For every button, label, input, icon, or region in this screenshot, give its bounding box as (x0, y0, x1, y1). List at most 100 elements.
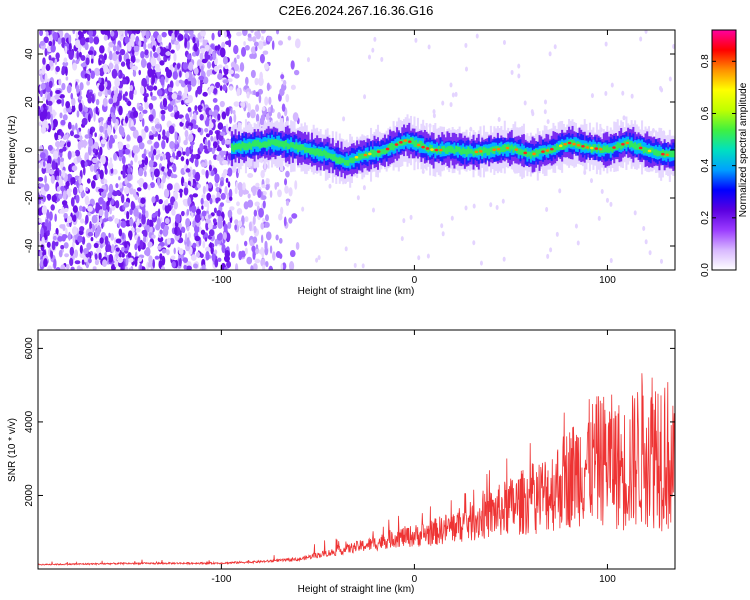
noise-speck (202, 185, 206, 195)
ridge-cell (354, 156, 357, 161)
noise-speck (107, 162, 114, 170)
noise-speck (178, 257, 182, 267)
noise-speck (242, 30, 248, 37)
noise-speck (186, 237, 190, 247)
noise-speck (106, 121, 112, 126)
ridge-cell (637, 143, 640, 150)
noise-speck (414, 37, 418, 43)
ridge-cell (403, 139, 406, 145)
noise-speck (43, 36, 49, 44)
noise-speck (427, 44, 431, 50)
noise-speck (137, 257, 143, 262)
ridge-peak (576, 143, 581, 147)
noise-speck (72, 214, 77, 223)
noise-speck (44, 73, 48, 84)
ridge-cell (536, 150, 539, 157)
noise-speck (41, 236, 45, 245)
noise-speck (147, 184, 151, 191)
noise-speck (201, 168, 206, 176)
noise-speck (146, 224, 151, 233)
noise-speck (236, 201, 240, 207)
noise-speck (115, 247, 120, 252)
ridge-cell (232, 144, 235, 153)
ridge-peak (363, 153, 368, 157)
noise-speck (143, 95, 148, 103)
noise-speck (212, 218, 217, 224)
ridge-cell (632, 143, 635, 149)
noise-speck (236, 208, 243, 215)
noise-speck (211, 32, 215, 41)
spectrogram-xlabel: Height of straight line (km) (298, 286, 415, 297)
noise-speck (120, 220, 127, 228)
noise-speck (175, 213, 181, 224)
noise-speck (198, 75, 205, 81)
noise-speck (161, 166, 166, 172)
noise-speck (74, 260, 81, 265)
noise-speck (192, 36, 196, 44)
noise-speck (222, 150, 227, 155)
noise-speck (126, 211, 130, 220)
ridge-cell (237, 142, 241, 150)
ridge-peak (354, 155, 359, 159)
noise-speck (222, 168, 228, 176)
noise-speck (190, 142, 194, 150)
noise-speck (87, 50, 94, 55)
noise-speck (113, 237, 117, 245)
noise-speck (280, 263, 284, 270)
noise-speck (90, 70, 95, 79)
noise-speck (475, 33, 479, 39)
ridge-cell (371, 149, 374, 157)
noise-speck (124, 148, 131, 155)
ridge-cell (279, 141, 282, 147)
noise-speck (146, 62, 152, 70)
noise-speck (229, 86, 233, 91)
noise-speck (132, 110, 139, 118)
noise-speck (255, 91, 260, 97)
ridge-cell (616, 142, 619, 150)
ridge-cell (554, 146, 557, 153)
noise-speck (236, 243, 239, 252)
noise-speck (229, 206, 235, 211)
noise-speck (78, 102, 83, 112)
noise-speck (254, 258, 261, 264)
noise-speck (265, 231, 272, 241)
ridge-cell (462, 147, 465, 155)
noise-speck (268, 96, 272, 105)
noise-speck (247, 199, 254, 208)
ridge-peak (665, 153, 670, 157)
noise-speck (257, 189, 262, 199)
noise-speck (205, 169, 209, 179)
noise-speck (92, 266, 97, 270)
noise-speck (194, 235, 201, 242)
noise-speck (200, 197, 204, 205)
ridge-peak (434, 148, 439, 152)
noise-speck (173, 182, 180, 193)
noise-speck (555, 231, 559, 237)
noise-speck (247, 102, 251, 113)
noise-speck (187, 196, 192, 207)
noise-speck (121, 79, 128, 85)
ridge-cell (623, 140, 626, 147)
noise-speck (295, 241, 300, 250)
y-tick-label: 40 (24, 48, 35, 60)
noise-speck (149, 50, 153, 58)
ridge-cell (566, 141, 569, 147)
noise-speck (80, 192, 86, 198)
noise-speck (228, 188, 233, 199)
ridge-peak (403, 139, 408, 142)
noise-speck (247, 193, 251, 199)
noise-speck (128, 230, 133, 239)
noise-speck (67, 108, 72, 113)
noise-speck (40, 258, 44, 268)
noise-speck (212, 141, 218, 149)
noise-speck (260, 258, 266, 267)
noise-speck (280, 206, 284, 215)
y-tick-label: -40 (24, 238, 35, 253)
noise-speck (165, 198, 169, 206)
ridge-cell (455, 145, 458, 153)
ridge-cell (385, 147, 388, 154)
noise-speck (284, 178, 288, 186)
noise-speck (59, 112, 63, 119)
noise-speck (199, 52, 204, 61)
noise-speck (195, 89, 198, 98)
